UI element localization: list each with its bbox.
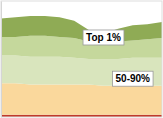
label-box bbox=[83, 30, 124, 45]
series-label: Top 1% bbox=[83, 30, 124, 45]
plot-frame bbox=[1, 1, 162, 117]
area-layer bbox=[1, 56, 162, 86]
area-layer bbox=[1, 16, 162, 43]
plot bbox=[1, 1, 162, 118]
label-text: 50-90% bbox=[116, 73, 151, 84]
area-layer bbox=[1, 83, 162, 114]
chart: 50-90% Top 1% bbox=[0, 0, 163, 118]
series-label: 50-90% bbox=[112, 71, 153, 86]
label-text: Top 1% bbox=[86, 32, 121, 43]
labels: 50-90% Top 1% bbox=[83, 30, 153, 86]
areas bbox=[1, 16, 162, 117]
label-box bbox=[112, 71, 153, 86]
